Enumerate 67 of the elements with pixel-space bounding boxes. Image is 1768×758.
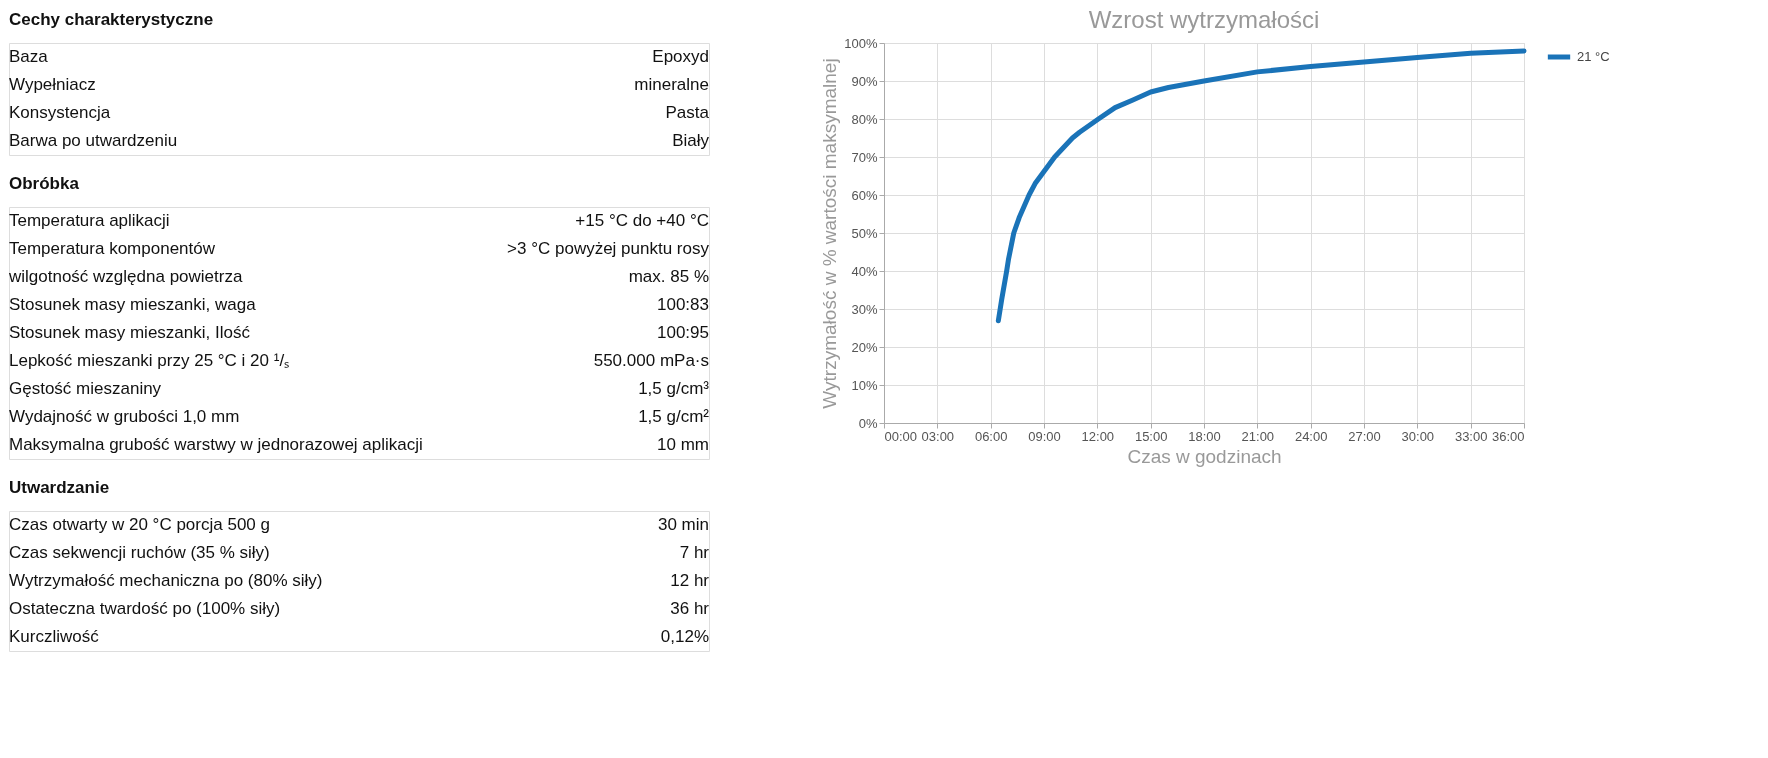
y-tick-label: 80% <box>851 111 878 127</box>
text: 1,5 g/cm³ <box>638 379 710 398</box>
chart-title: Wzrost wytrzymałości <box>1088 6 1320 33</box>
y-tick-label: 60% <box>851 187 878 203</box>
text: Stosunek masy mieszanki, waga <box>9 295 257 314</box>
x-tick-label: 09:00 <box>1028 428 1061 444</box>
text: Maksymalna grubość warstwy w jednorazowej aplikacji <box>9 435 423 454</box>
text: Epoxyd <box>652 47 709 66</box>
text: +15 °C do +40 °C <box>575 211 709 230</box>
x-tick-label: 15:00 <box>1134 428 1168 444</box>
text: Konsystencja <box>9 103 111 122</box>
x-tick-label: 21:00 <box>1241 428 1275 444</box>
y-tick-label: 90% <box>851 73 878 89</box>
x-tick-label: 12:00 <box>1081 428 1115 444</box>
text: 36 hr <box>670 599 710 618</box>
text: Wypełniacz <box>9 75 96 94</box>
y-tick-label: 100% <box>844 35 878 51</box>
y-tick-label: 70% <box>851 149 878 165</box>
x-tick-label: 30:00 <box>1401 428 1435 444</box>
y-tick-label: 0% <box>858 415 878 431</box>
y-tick-label: 40% <box>851 263 878 279</box>
text: mineralne <box>634 75 709 94</box>
legend-label: 21 °C <box>1577 49 1610 64</box>
text: Cechy charakterystyczne <box>9 10 214 29</box>
text: 1,5 g/cm² <box>638 407 710 426</box>
text: Temperatura aplikacji <box>9 211 170 230</box>
y-axis-title: Wytrzymałość w % wartości maksymalnej <box>819 58 841 409</box>
y-tick-label: 30% <box>851 301 878 317</box>
x-tick-label: 36:00 <box>1491 428 1525 444</box>
x-axis-title: Czas w godzinach <box>1127 445 1282 467</box>
x-tick-label: 27:00 <box>1348 428 1381 444</box>
text: Utwardzanie <box>9 478 110 497</box>
text: Temperatura komponentów <box>9 239 216 258</box>
text: wilgotność względna powietrza <box>8 267 243 286</box>
x-tick-label: 33:00 <box>1454 428 1488 444</box>
text: 7 hr <box>679 543 710 562</box>
text: 12 hr <box>670 571 710 590</box>
text: 550.000 mPa·s <box>593 351 709 370</box>
text: Baza <box>9 47 49 66</box>
text: Obróbka <box>9 174 80 193</box>
text: 0,12% <box>660 627 709 646</box>
x-tick-label: 03:00 <box>921 428 955 444</box>
text: Stosunek masy mieszanki, Ilość <box>9 323 251 342</box>
text: Ostateczna twardość po (100% siły) <box>9 599 281 618</box>
text: Wydajność w grubości 1,0 mm <box>9 407 240 426</box>
text: 100:83 <box>657 295 709 314</box>
text: Czas otwarty w 20 °C porcja 500 g <box>9 515 270 534</box>
x-tick-label: 18:00 <box>1188 428 1221 444</box>
x-tick-label: 00:00 <box>884 428 918 444</box>
text: Czas sekwencji ruchów (35 % siły) <box>9 543 270 562</box>
text: max. 85 % <box>628 267 709 286</box>
x-tick-label: 06:00 <box>974 428 1008 444</box>
y-tick-label: 10% <box>851 377 878 393</box>
text: 100:95 <box>657 323 709 342</box>
text: Kurczliwość <box>9 627 100 646</box>
y-tick-label: 50% <box>851 225 878 241</box>
text: Lepkość mieszanki przy 25 °C i 20 ¹/ₛ <box>9 351 290 370</box>
text: Gęstość mieszaniny <box>9 379 162 398</box>
text: 10 mm <box>657 435 709 454</box>
text: Pasta <box>665 103 710 122</box>
y-tick-label: 20% <box>851 339 878 355</box>
text: Biały <box>672 131 710 150</box>
x-tick-label: 24:00 <box>1294 428 1328 444</box>
text: 30 min <box>657 515 709 534</box>
text: Wytrzymałość mechaniczna po (80% siły) <box>9 571 323 590</box>
text: Barwa po utwardzeniu <box>9 131 178 150</box>
text: >3 °C powyżej punktu rosy <box>507 239 710 258</box>
